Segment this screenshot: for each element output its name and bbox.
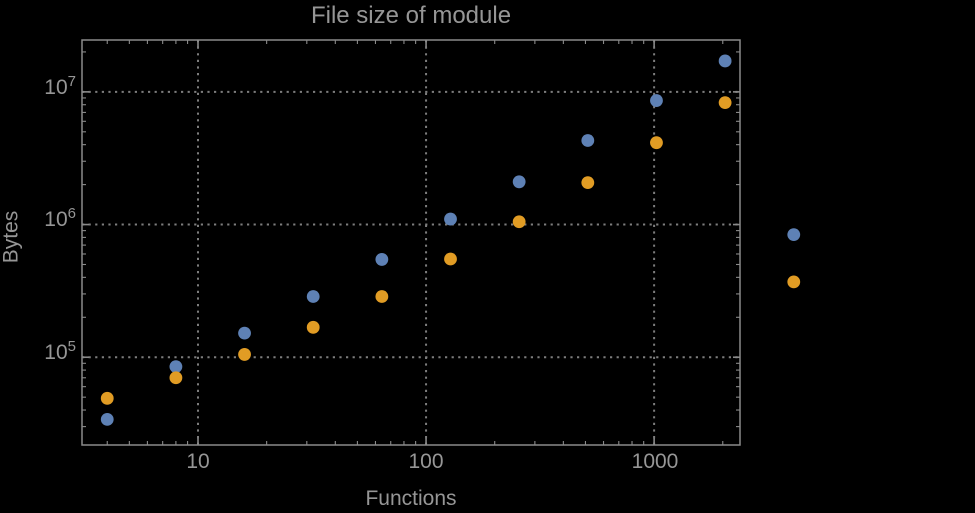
- x-tick-label-100: 100: [381, 451, 471, 473]
- chart-title: File size of module: [310, 2, 512, 29]
- y-tick-label-1e5: 105: [16, 339, 76, 364]
- x-tick-text: 1000: [631, 450, 679, 473]
- y-tick-exponent: 5: [67, 338, 76, 355]
- y-tick-label-1e6: 106: [16, 206, 76, 231]
- y-tick-exponent: 6: [67, 205, 76, 222]
- x-tick-text: 10: [186, 450, 210, 473]
- x-axis-label: Functions: [365, 487, 457, 510]
- x-tick-label-10: 10: [153, 451, 243, 473]
- y-tick-base: 10: [44, 341, 68, 364]
- y-tick-label-1e7: 107: [16, 74, 76, 99]
- y-tick-base: 10: [44, 76, 68, 99]
- x-tick-label-1000: 1000: [610, 451, 700, 473]
- y-tick-exponent: 7: [67, 73, 76, 90]
- y-tick-base: 10: [44, 208, 68, 231]
- x-tick-text: 100: [408, 450, 444, 473]
